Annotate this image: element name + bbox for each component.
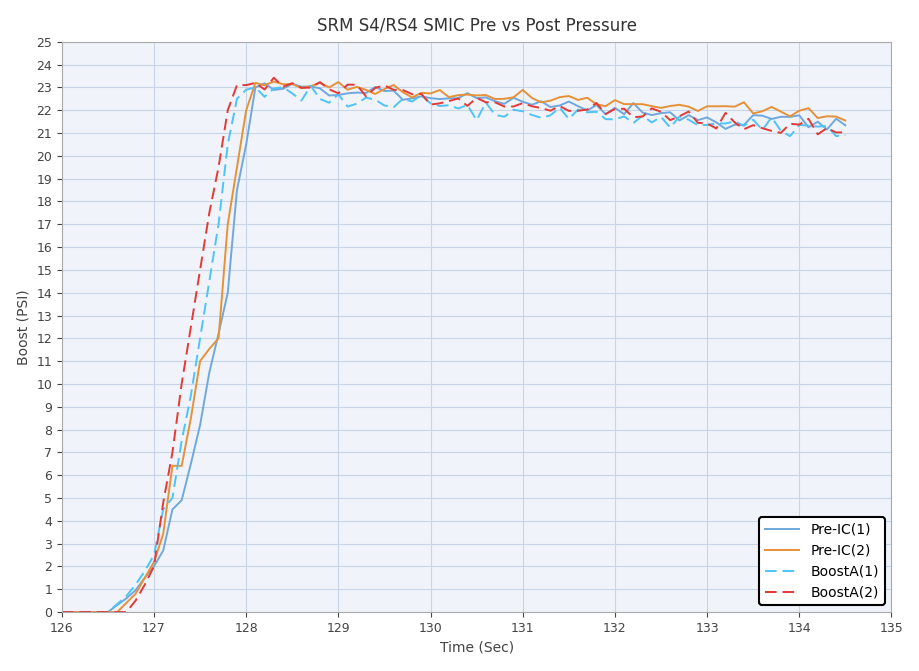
BoostA(2) (56, 608, 67, 616)
Legend: Pre-IC(1), Pre-IC(2), BoostA(1), BoostA(2): Pre-IC(1), Pre-IC(2), BoostA(1), BoostA(… (758, 517, 883, 605)
BoostA(2) (268, 74, 279, 82)
BoostA(2) (729, 118, 740, 126)
Pre-IC(2) (443, 93, 454, 101)
BoostA(1) (305, 82, 316, 90)
Pre-IC(1) (93, 608, 104, 616)
Line: BoostA(1): BoostA(1) (62, 86, 845, 612)
BoostA(1) (664, 123, 675, 132)
Pre-IC(2) (56, 608, 67, 616)
Pre-IC(2) (93, 608, 104, 616)
Pre-IC(1) (443, 95, 454, 103)
BoostA(2) (93, 608, 104, 616)
BoostA(1) (839, 131, 850, 139)
BoostA(1) (139, 567, 150, 575)
BoostA(1) (729, 117, 740, 125)
Y-axis label: Boost (PSI): Boost (PSI) (17, 289, 30, 365)
Pre-IC(1) (664, 108, 675, 116)
Pre-IC(2) (839, 117, 850, 125)
BoostA(2) (839, 128, 850, 136)
Pre-IC(1) (839, 121, 850, 130)
Title: SRM S4/RS4 SMIC Pre vs Post Pressure: SRM S4/RS4 SMIC Pre vs Post Pressure (316, 17, 636, 35)
Pre-IC(2) (268, 78, 279, 86)
Line: Pre-IC(1): Pre-IC(1) (62, 83, 845, 612)
BoostA(2) (443, 97, 454, 105)
BoostA(1) (93, 608, 104, 616)
Pre-IC(2) (729, 103, 740, 111)
BoostA(1) (56, 608, 67, 616)
Line: BoostA(2): BoostA(2) (62, 78, 845, 612)
Pre-IC(1) (139, 574, 150, 582)
BoostA(2) (139, 580, 150, 588)
Pre-IC(1) (259, 79, 270, 87)
Pre-IC(1) (729, 121, 740, 129)
X-axis label: Time (Sec): Time (Sec) (439, 640, 513, 654)
Pre-IC(2) (139, 574, 150, 582)
Pre-IC(2) (664, 102, 675, 110)
BoostA(2) (664, 116, 675, 124)
BoostA(2) (74, 608, 85, 616)
Pre-IC(2) (74, 608, 85, 616)
Pre-IC(1) (74, 608, 85, 616)
BoostA(1) (443, 101, 454, 109)
BoostA(1) (74, 608, 85, 616)
Line: Pre-IC(2): Pre-IC(2) (62, 82, 845, 612)
Pre-IC(1) (56, 608, 67, 616)
